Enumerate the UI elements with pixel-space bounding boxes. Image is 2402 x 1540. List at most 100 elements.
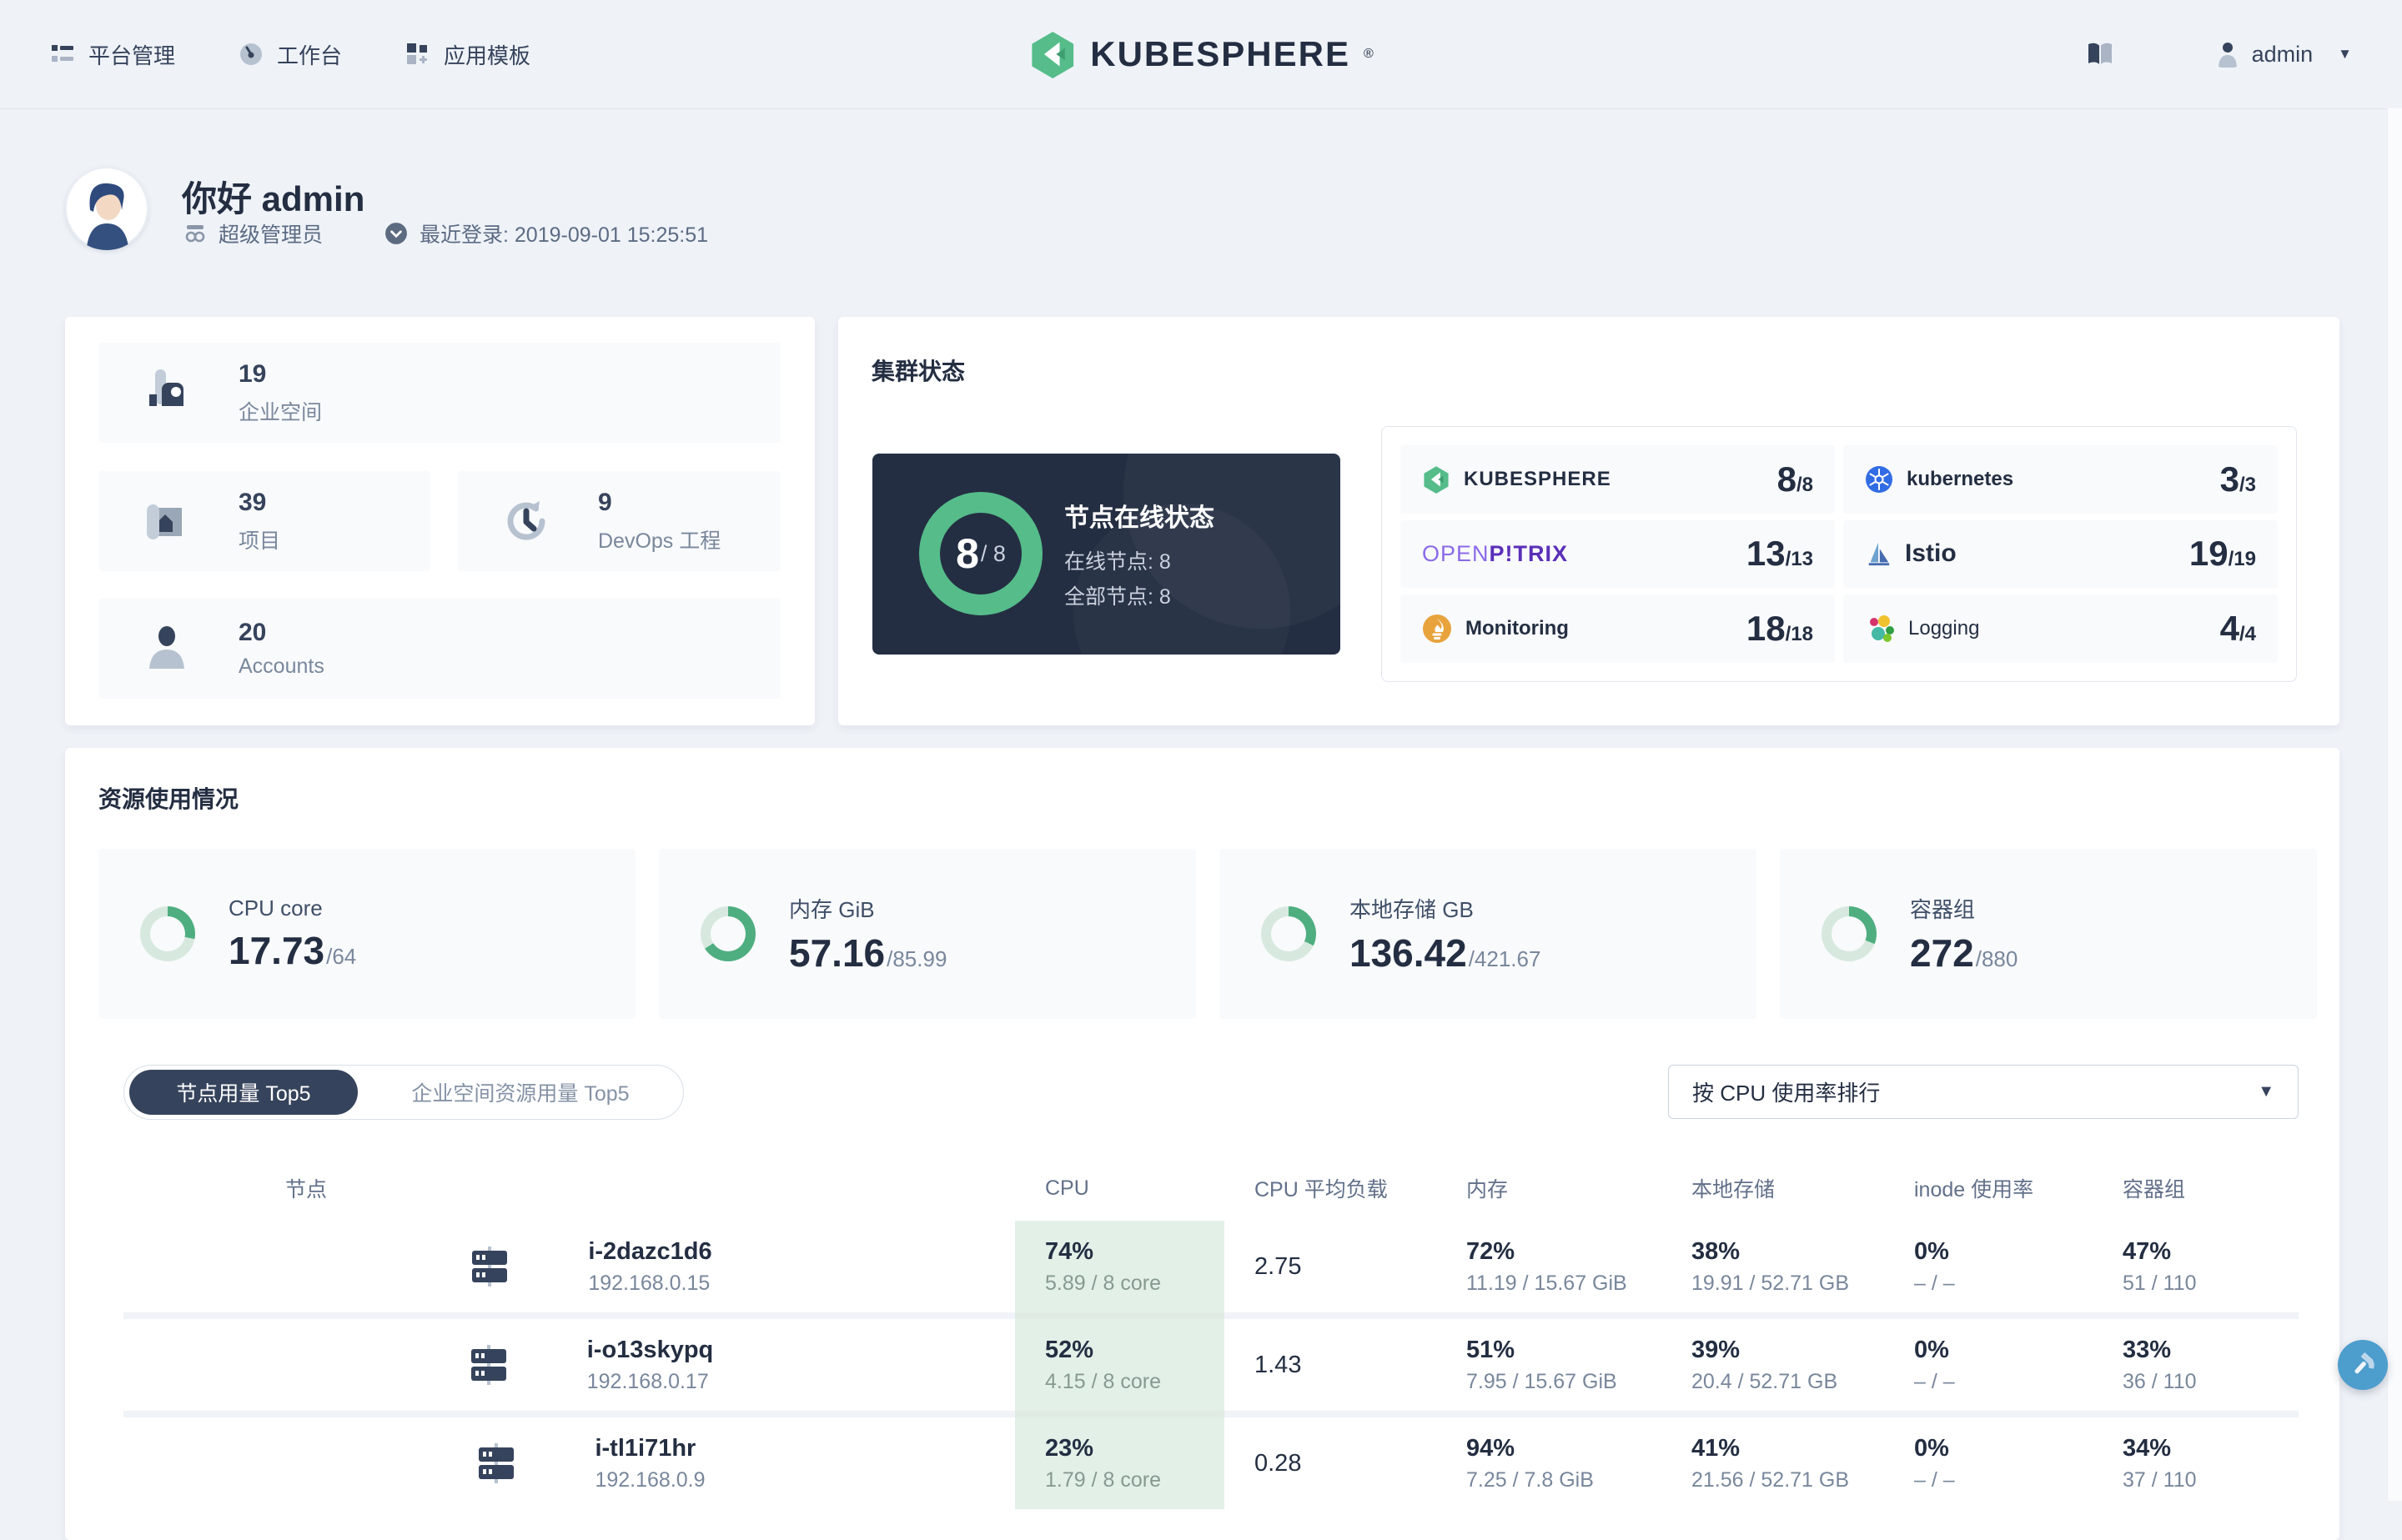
row-separator bbox=[123, 1312, 2299, 1319]
nav-workbench[interactable]: 工作台 bbox=[239, 39, 342, 70]
all-nodes-line: 全部节点: 8 bbox=[1064, 585, 1171, 609]
prometheus-icon bbox=[1423, 614, 1451, 644]
node-ip: 192.168.0.17 bbox=[586, 1369, 709, 1393]
cpu-detail: 5.89 / 8 core bbox=[1045, 1271, 1161, 1295]
docs-book-icon[interactable] bbox=[2085, 41, 2115, 68]
component-kubernetes[interactable]: kubernetes 3/3 bbox=[1843, 445, 2278, 514]
scrollbar-track[interactable] bbox=[2387, 108, 2402, 1501]
tab-workspace-usage-top5[interactable]: 企业空间资源用量 Top5 bbox=[411, 1082, 630, 1106]
inode-detail: – / – bbox=[1914, 1467, 1955, 1492]
stat-devops[interactable]: 9 DevOps 工程 bbox=[458, 471, 781, 571]
storage-used: 136.42 bbox=[1349, 931, 1467, 975]
nav-platform-management[interactable]: 平台管理 bbox=[50, 39, 175, 70]
header-right: admin ▼ bbox=[2085, 41, 2352, 68]
kubesphere-logo[interactable]: KUBESPHERE ® bbox=[1028, 30, 1374, 78]
kubernetes-ready-count: 3 bbox=[2219, 459, 2239, 499]
devops-label: DevOps 工程 bbox=[598, 529, 721, 553]
project-icon bbox=[147, 504, 182, 539]
cluster-status-card: 集群状态 8 / 8 节点在线状态 在线节点: 8 全部节点: 8 KUBESP… bbox=[838, 317, 2339, 725]
istio-ready-count: 19 bbox=[2188, 534, 2229, 574]
stat-projects[interactable]: 39 项目 bbox=[98, 471, 430, 571]
cpu-percent: 23% bbox=[1045, 1434, 1094, 1462]
nav-workbench-label: 工作台 bbox=[277, 43, 343, 68]
node-online-donut: 8 / 8 bbox=[919, 492, 1043, 615]
kubesphere-ready-count: 8 bbox=[1776, 459, 1796, 499]
col-pods: 容器组 bbox=[2123, 1178, 2186, 1201]
pods-detail: 36 / 110 bbox=[2123, 1369, 2197, 1393]
sort-select[interactable]: 按 CPU 使用率排行 ▼ bbox=[1668, 1065, 2299, 1119]
workbench-gauge-icon bbox=[240, 43, 263, 65]
component-kubesphere[interactable]: KUBESPHERE 8/8 bbox=[1400, 445, 1835, 514]
node-name: i-o13skypq bbox=[586, 1336, 714, 1363]
cpu-total: /64 bbox=[326, 943, 357, 969]
user-name: admin bbox=[2251, 41, 2314, 67]
component-monitoring-label: Monitoring bbox=[1465, 617, 1569, 640]
storage-detail: 19.91 / 52.71 GB bbox=[1691, 1271, 1850, 1295]
memory-percent: 51% bbox=[1466, 1336, 1515, 1363]
logo-registered-mark: ® bbox=[1363, 47, 1374, 61]
pods-detail: 37 / 110 bbox=[2123, 1467, 2197, 1492]
cpu-usage-donut bbox=[140, 906, 195, 961]
inode-detail: – / – bbox=[1914, 1271, 1955, 1295]
inode-percent: 0% bbox=[1914, 1434, 1949, 1462]
resource-memory-tile[interactable]: 内存 GiB 57.16/85.99 bbox=[659, 849, 1196, 1019]
istio-icon bbox=[1868, 543, 1890, 566]
component-istio[interactable]: Istio 19/19 bbox=[1843, 519, 2278, 589]
component-openpitrix[interactable]: OPEN P!TRIX 13/13 bbox=[1400, 519, 1835, 589]
storage-usage-donut bbox=[1261, 906, 1316, 961]
stats-card: 19 企业空间 39 项目 9 DevOps 工程 20 Accounts bbox=[65, 317, 815, 725]
node-icon bbox=[479, 1443, 515, 1483]
stat-workspaces[interactable]: 19 企业空间 bbox=[98, 343, 781, 443]
usage-tabs: 节点用量 Top5 企业空间资源用量 Top5 bbox=[123, 1065, 684, 1120]
pods-total: /880 bbox=[1975, 946, 2018, 971]
resource-pods-tile[interactable]: 容器组 272/880 bbox=[1780, 849, 2317, 1019]
tab-node-usage-top5[interactable]: 节点用量 Top5 bbox=[129, 1070, 358, 1115]
table-row[interactable]: i-o13skypq 192.168.0.17 52% 4.15 / 8 core … bbox=[123, 1319, 2299, 1411]
cpu-percent: 74% bbox=[1045, 1237, 1094, 1265]
component-logging[interactable]: Logging 4/4 bbox=[1843, 594, 2278, 663]
inode-percent: 0% bbox=[1914, 1237, 1949, 1265]
logging-icon bbox=[1870, 615, 1894, 643]
table-header-row: 节点 CPU CPU 平均负载 内存 本地存储 inode 使用率 容器组 bbox=[123, 1166, 2299, 1211]
openpitrix-wordmark-light: OPEN bbox=[1422, 540, 1490, 566]
last-login-icon bbox=[385, 223, 407, 244]
openpitrix-ready-count: 13 bbox=[1746, 534, 1786, 574]
resource-storage-tile[interactable]: 本地存储 GB 136.42/421.67 bbox=[1219, 849, 1756, 1019]
node-icon bbox=[470, 1345, 506, 1385]
table-row[interactable]: i-2dazc1d6 192.168.0.15 74% 5.89 / 8 core … bbox=[123, 1221, 2299, 1312]
cpu-load-average: 2.75 bbox=[1254, 1252, 1302, 1280]
pods-usage-donut bbox=[1822, 906, 1877, 961]
role-label: 超级管理员 bbox=[219, 223, 324, 247]
platform-management-icon bbox=[52, 45, 73, 62]
storage-detail: 20.4 / 52.71 GB bbox=[1691, 1369, 1838, 1393]
online-nodes-line: 在线节点: 8 bbox=[1064, 550, 1171, 574]
kubernetes-icon bbox=[1866, 465, 1892, 493]
cpu-detail: 4.15 / 8 core bbox=[1045, 1369, 1161, 1393]
stat-accounts[interactable]: 20 Accounts bbox=[98, 599, 781, 699]
user-icon bbox=[2218, 43, 2237, 68]
memory-total: /85.99 bbox=[887, 946, 947, 971]
component-monitoring[interactable]: Monitoring 18/18 bbox=[1400, 594, 1835, 663]
component-kubernetes-label: kubernetes bbox=[1907, 467, 2014, 490]
cpu-percent: 52% bbox=[1045, 1336, 1094, 1363]
devops-icon bbox=[507, 501, 545, 540]
node-icon bbox=[472, 1247, 508, 1287]
col-load: CPU 平均负载 bbox=[1254, 1178, 1388, 1201]
nav-app-templates[interactable]: 应用模板 bbox=[405, 39, 530, 70]
logo-wordmark: KUBESPHERE bbox=[1090, 34, 1350, 73]
pods-percent: 34% bbox=[2123, 1434, 2172, 1462]
toolbox-fab-button[interactable] bbox=[2338, 1340, 2388, 1390]
node-online-status-card[interactable]: 8 / 8 节点在线状态 在线节点: 8 全部节点: 8 bbox=[872, 454, 1340, 655]
row-separator bbox=[123, 1411, 2299, 1417]
pods-label: 容器组 bbox=[1910, 896, 1976, 922]
resource-cpu-tile[interactable]: CPU core 17.73/64 bbox=[98, 849, 636, 1019]
workspaces-count: 19 bbox=[239, 359, 267, 388]
cpu-label: CPU core bbox=[229, 895, 323, 920]
storage-detail: 21.56 / 52.71 GB bbox=[1691, 1467, 1850, 1492]
node-ip: 192.168.0.15 bbox=[588, 1271, 711, 1295]
workspace-icon bbox=[149, 369, 183, 406]
kubesphere-logo-icon bbox=[1032, 32, 1074, 78]
table-row[interactable]: i-tl1i71hr 192.168.0.9 23% 1.79 / 8 core 0… bbox=[123, 1417, 2299, 1509]
user-menu[interactable]: admin ▼ bbox=[2215, 41, 2352, 68]
col-storage: 本地存储 bbox=[1691, 1178, 1776, 1201]
